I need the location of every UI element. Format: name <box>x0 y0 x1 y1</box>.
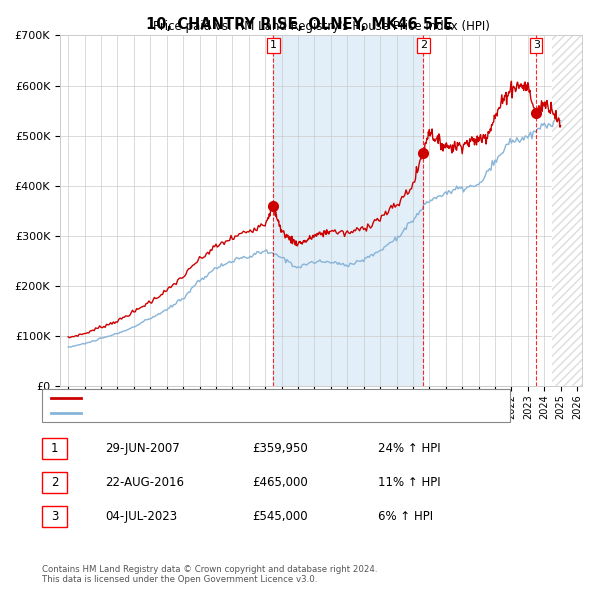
Text: 11% ↑ HPI: 11% ↑ HPI <box>378 476 440 489</box>
Text: Contains HM Land Registry data © Crown copyright and database right 2024.
This d: Contains HM Land Registry data © Crown c… <box>42 565 377 584</box>
Bar <box>553 35 582 386</box>
Bar <box>553 35 582 386</box>
Text: 1: 1 <box>51 442 58 455</box>
Text: 2: 2 <box>420 41 427 50</box>
Bar <box>273 35 424 386</box>
Text: 6% ↑ HPI: 6% ↑ HPI <box>378 510 433 523</box>
Text: 1: 1 <box>270 41 277 50</box>
Text: 2: 2 <box>51 476 58 489</box>
Text: £545,000: £545,000 <box>252 510 308 523</box>
Text: 3: 3 <box>533 41 540 50</box>
Text: £465,000: £465,000 <box>252 476 308 489</box>
Text: 3: 3 <box>51 510 58 523</box>
Title: Price paid vs. HM Land Registry's House Price Index (HPI): Price paid vs. HM Land Registry's House … <box>152 20 490 33</box>
Text: 10, CHANTRY RISE, OLNEY, MK46 5FE: 10, CHANTRY RISE, OLNEY, MK46 5FE <box>146 17 454 31</box>
Text: 22-AUG-2016: 22-AUG-2016 <box>105 476 184 489</box>
Text: 24% ↑ HPI: 24% ↑ HPI <box>378 442 440 455</box>
Text: 04-JUL-2023: 04-JUL-2023 <box>105 510 177 523</box>
Text: 10, CHANTRY RISE, OLNEY, MK46 5FE (detached house): 10, CHANTRY RISE, OLNEY, MK46 5FE (detac… <box>88 394 377 404</box>
Text: HPI: Average price, detached house, Milton Keynes: HPI: Average price, detached house, Milt… <box>88 408 353 418</box>
Text: £359,950: £359,950 <box>252 442 308 455</box>
Text: 29-JUN-2007: 29-JUN-2007 <box>105 442 180 455</box>
